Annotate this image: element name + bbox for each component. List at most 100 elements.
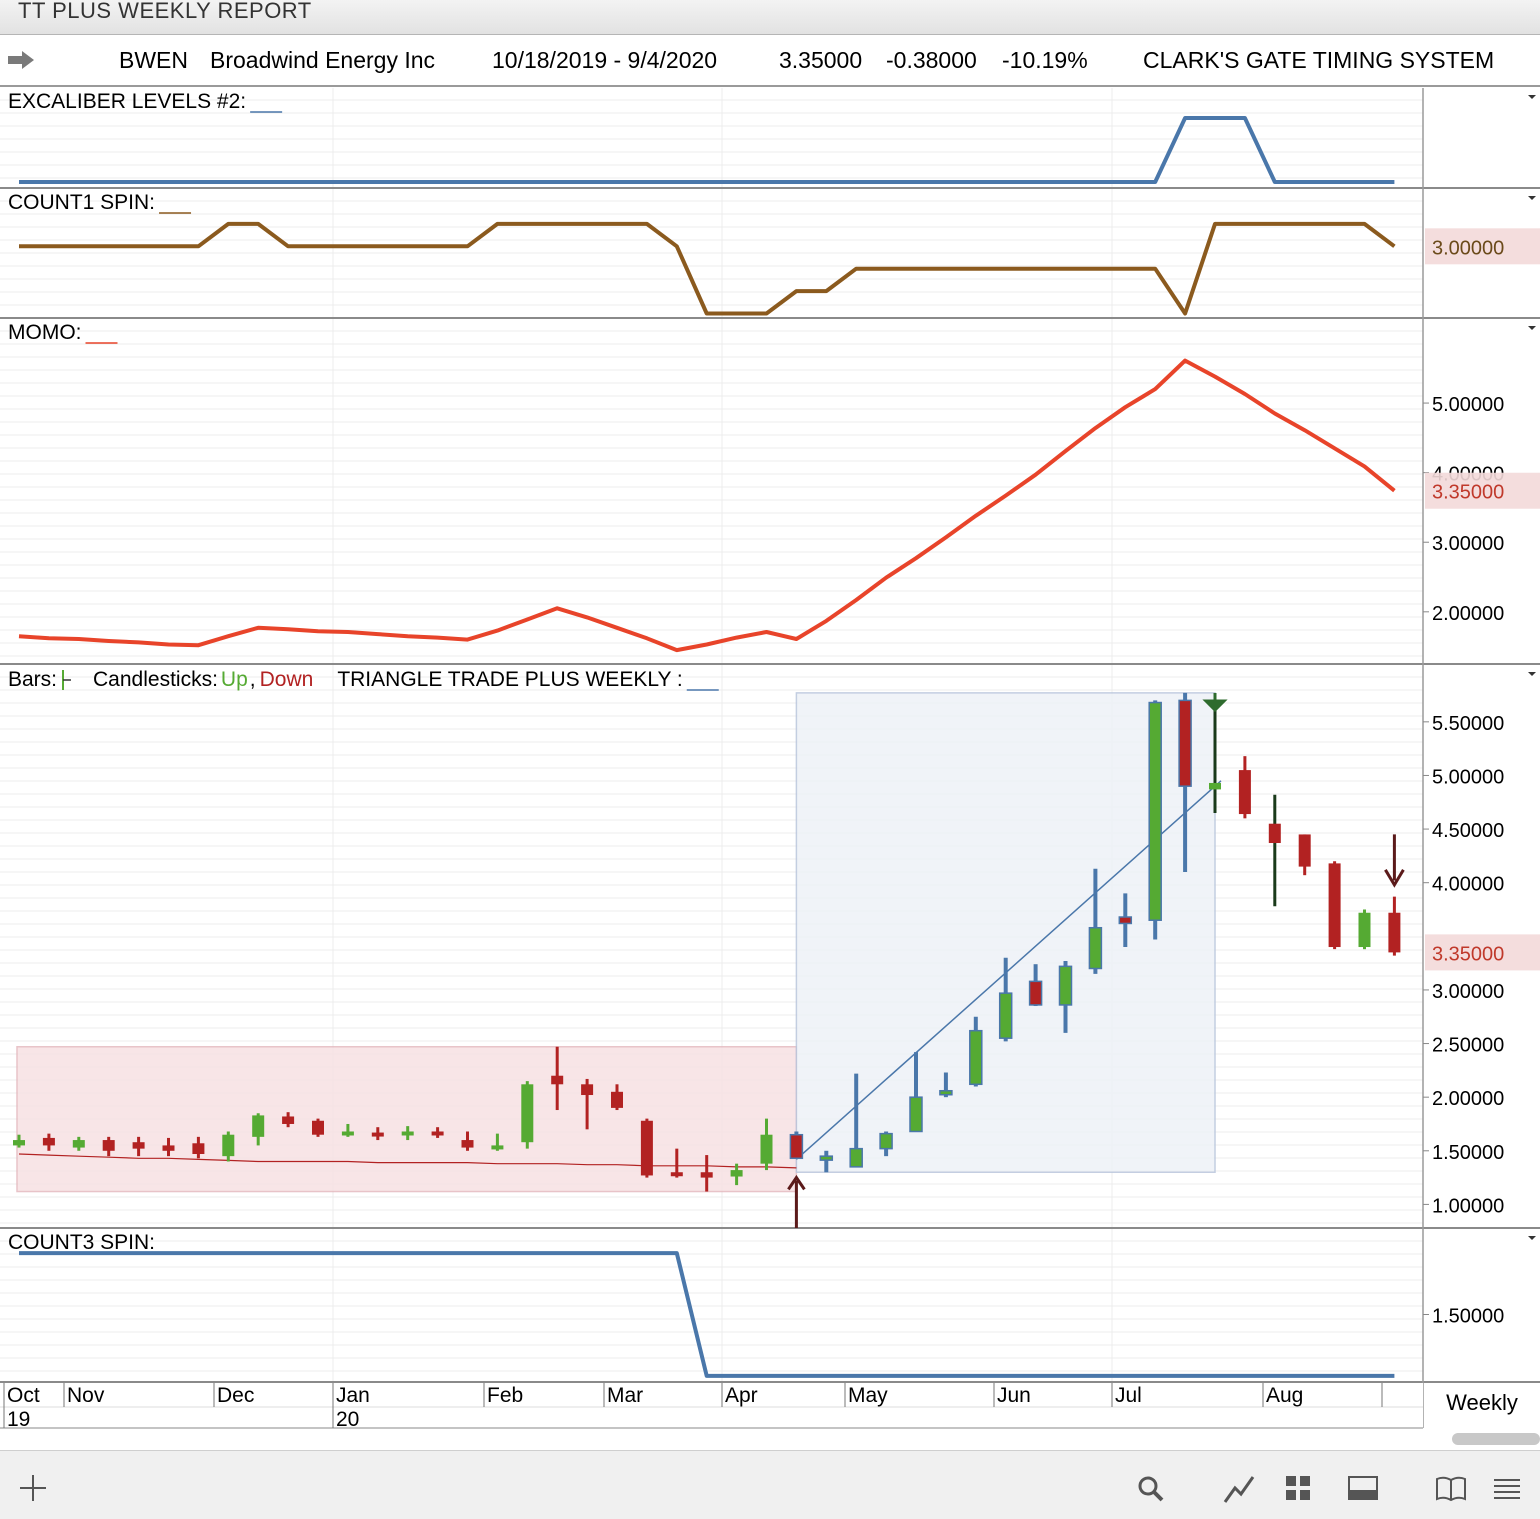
sell-arrow-icon (1202, 693, 1228, 713)
price-change-pct: -10.19% (1002, 47, 1088, 73)
candle-body (1178, 699, 1192, 787)
menu-icon[interactable] (1490, 1471, 1524, 1505)
month-label: Jun (997, 1384, 1031, 1407)
y-tick-label: 5.00000 (1432, 766, 1504, 788)
candle-body (132, 1142, 145, 1149)
candle-body (401, 1131, 414, 1136)
symbol-header: BWEN Broadwind Energy Inc 10/18/2019 - 9… (0, 35, 1540, 87)
horizontal-scrollbar[interactable] (1452, 1433, 1540, 1445)
candle-body (939, 1089, 953, 1096)
x-axis-band (0, 1383, 1423, 1428)
candle-body (461, 1140, 474, 1148)
y-tick-label: 2.00000 (1432, 603, 1504, 625)
y-tick-label: 5.50000 (1432, 713, 1504, 735)
panel-title: COUNT3 SPIN: (8, 1231, 155, 1254)
candle-body (1328, 863, 1341, 948)
panel-title: COUNT1 SPIN: (8, 191, 155, 214)
month-label: May (848, 1384, 888, 1407)
y-tick-label: 4.50000 (1432, 820, 1504, 842)
panel-title: MOMO: (8, 321, 82, 344)
candle-body (700, 1172, 713, 1178)
candle-body (849, 1147, 863, 1168)
candle-body (1028, 980, 1043, 1006)
candle-body (431, 1131, 444, 1136)
panel-menu-chevron-icon (1528, 672, 1536, 676)
candle-body (13, 1140, 25, 1146)
series-line (19, 221, 1396, 316)
candle-body (282, 1116, 295, 1124)
last-value-label: 3.00000 (1432, 237, 1504, 259)
month-label: Jul (1115, 1384, 1142, 1407)
candle-body (611, 1091, 623, 1108)
timeframe-label[interactable]: Weekly (1446, 1390, 1518, 1415)
y-tick-label: 5.00000 (1432, 394, 1504, 416)
chart-line-icon[interactable] (1222, 1471, 1256, 1505)
last-value-label: 3.35000 (1432, 943, 1504, 965)
legend-candles-label: Candlesticks: (93, 668, 218, 691)
candle-body (670, 1172, 683, 1177)
y-tick-label: 3.00000 (1432, 533, 1504, 555)
search-icon[interactable] (1133, 1471, 1167, 1505)
add-icon[interactable] (16, 1471, 50, 1505)
legend-separator: , (250, 668, 256, 691)
candle-body (192, 1143, 205, 1155)
candle-body (312, 1120, 324, 1135)
candle-body (1209, 782, 1221, 790)
month-label: Nov (67, 1384, 105, 1407)
window-titlebar: TT PLUS WEEKLY REPORT (0, 0, 1540, 35)
candle-body (879, 1132, 893, 1150)
year-label: 19 (7, 1408, 30, 1431)
month-label: Jan (336, 1384, 370, 1407)
last-value-badge (1425, 228, 1540, 265)
month-label: Apr (725, 1384, 758, 1407)
price-change: -0.38000 (886, 47, 977, 73)
year-label: 20 (336, 1408, 359, 1431)
panel-title: TRIANGLE TRADE PLUS WEEKLY : (337, 668, 682, 691)
book-icon[interactable] (1434, 1471, 1468, 1505)
candle-body (102, 1140, 115, 1151)
legend-up-label: Up (221, 668, 248, 691)
candle-body (730, 1170, 743, 1177)
last-price: 3.35000 (779, 47, 863, 73)
month-label: Dec (217, 1384, 254, 1407)
candle-body (998, 992, 1013, 1039)
candle-body (640, 1120, 653, 1176)
window-title: TT PLUS WEEKLY REPORT (18, 0, 312, 23)
candle-body (1268, 823, 1281, 844)
candle-body (789, 1133, 804, 1160)
forward-arrow-icon[interactable] (6, 49, 36, 71)
candle-body (162, 1145, 175, 1151)
panel-icon[interactable] (1346, 1471, 1380, 1505)
company-name: Broadwind Energy Inc (210, 47, 436, 73)
candle-body (72, 1140, 85, 1148)
chart-area: EXCALIBER LEVELS #2: COUNT1 SPIN: 3.00000 M… (0, 88, 1540, 1431)
candle-body (42, 1137, 55, 1146)
system-name: CLARK'S GATE TIMING SYSTEM (1143, 47, 1495, 73)
candle-body (371, 1132, 384, 1137)
month-label: Feb (487, 1384, 523, 1407)
last-value-label: 3.35000 (1432, 482, 1504, 504)
y-tick-label: 2.50000 (1432, 1035, 1504, 1057)
y-tick-label: 4.00000 (1432, 874, 1504, 896)
candle-body (222, 1134, 235, 1157)
buy-arrow-icon (787, 1174, 806, 1228)
date-range: 10/18/2019 - 9/4/2020 (492, 47, 718, 73)
candle-body (252, 1115, 265, 1137)
candle-body (1358, 912, 1371, 948)
legend-bars-label: Bars: (8, 668, 57, 691)
candle-body (1058, 965, 1073, 1006)
sell-arrow-icon (1384, 834, 1405, 888)
panel-menu-chevron-icon (1528, 196, 1536, 200)
bottom-toolbar (0, 1450, 1540, 1519)
last-value-badge (1425, 472, 1540, 509)
grid-icon[interactable] (1281, 1471, 1315, 1505)
y-tick-label: 1.50000 (1432, 1142, 1504, 1164)
triangle-box (795, 692, 1216, 1173)
month-label: Mar (607, 1384, 643, 1407)
candle-body (1298, 834, 1311, 867)
symbol-ticker[interactable]: BWEN (119, 47, 188, 73)
candle-body (969, 1029, 983, 1086)
candle-body (491, 1145, 504, 1150)
consolidation-box (16, 1046, 798, 1193)
panel-menu-chevron-icon (1528, 1236, 1536, 1240)
